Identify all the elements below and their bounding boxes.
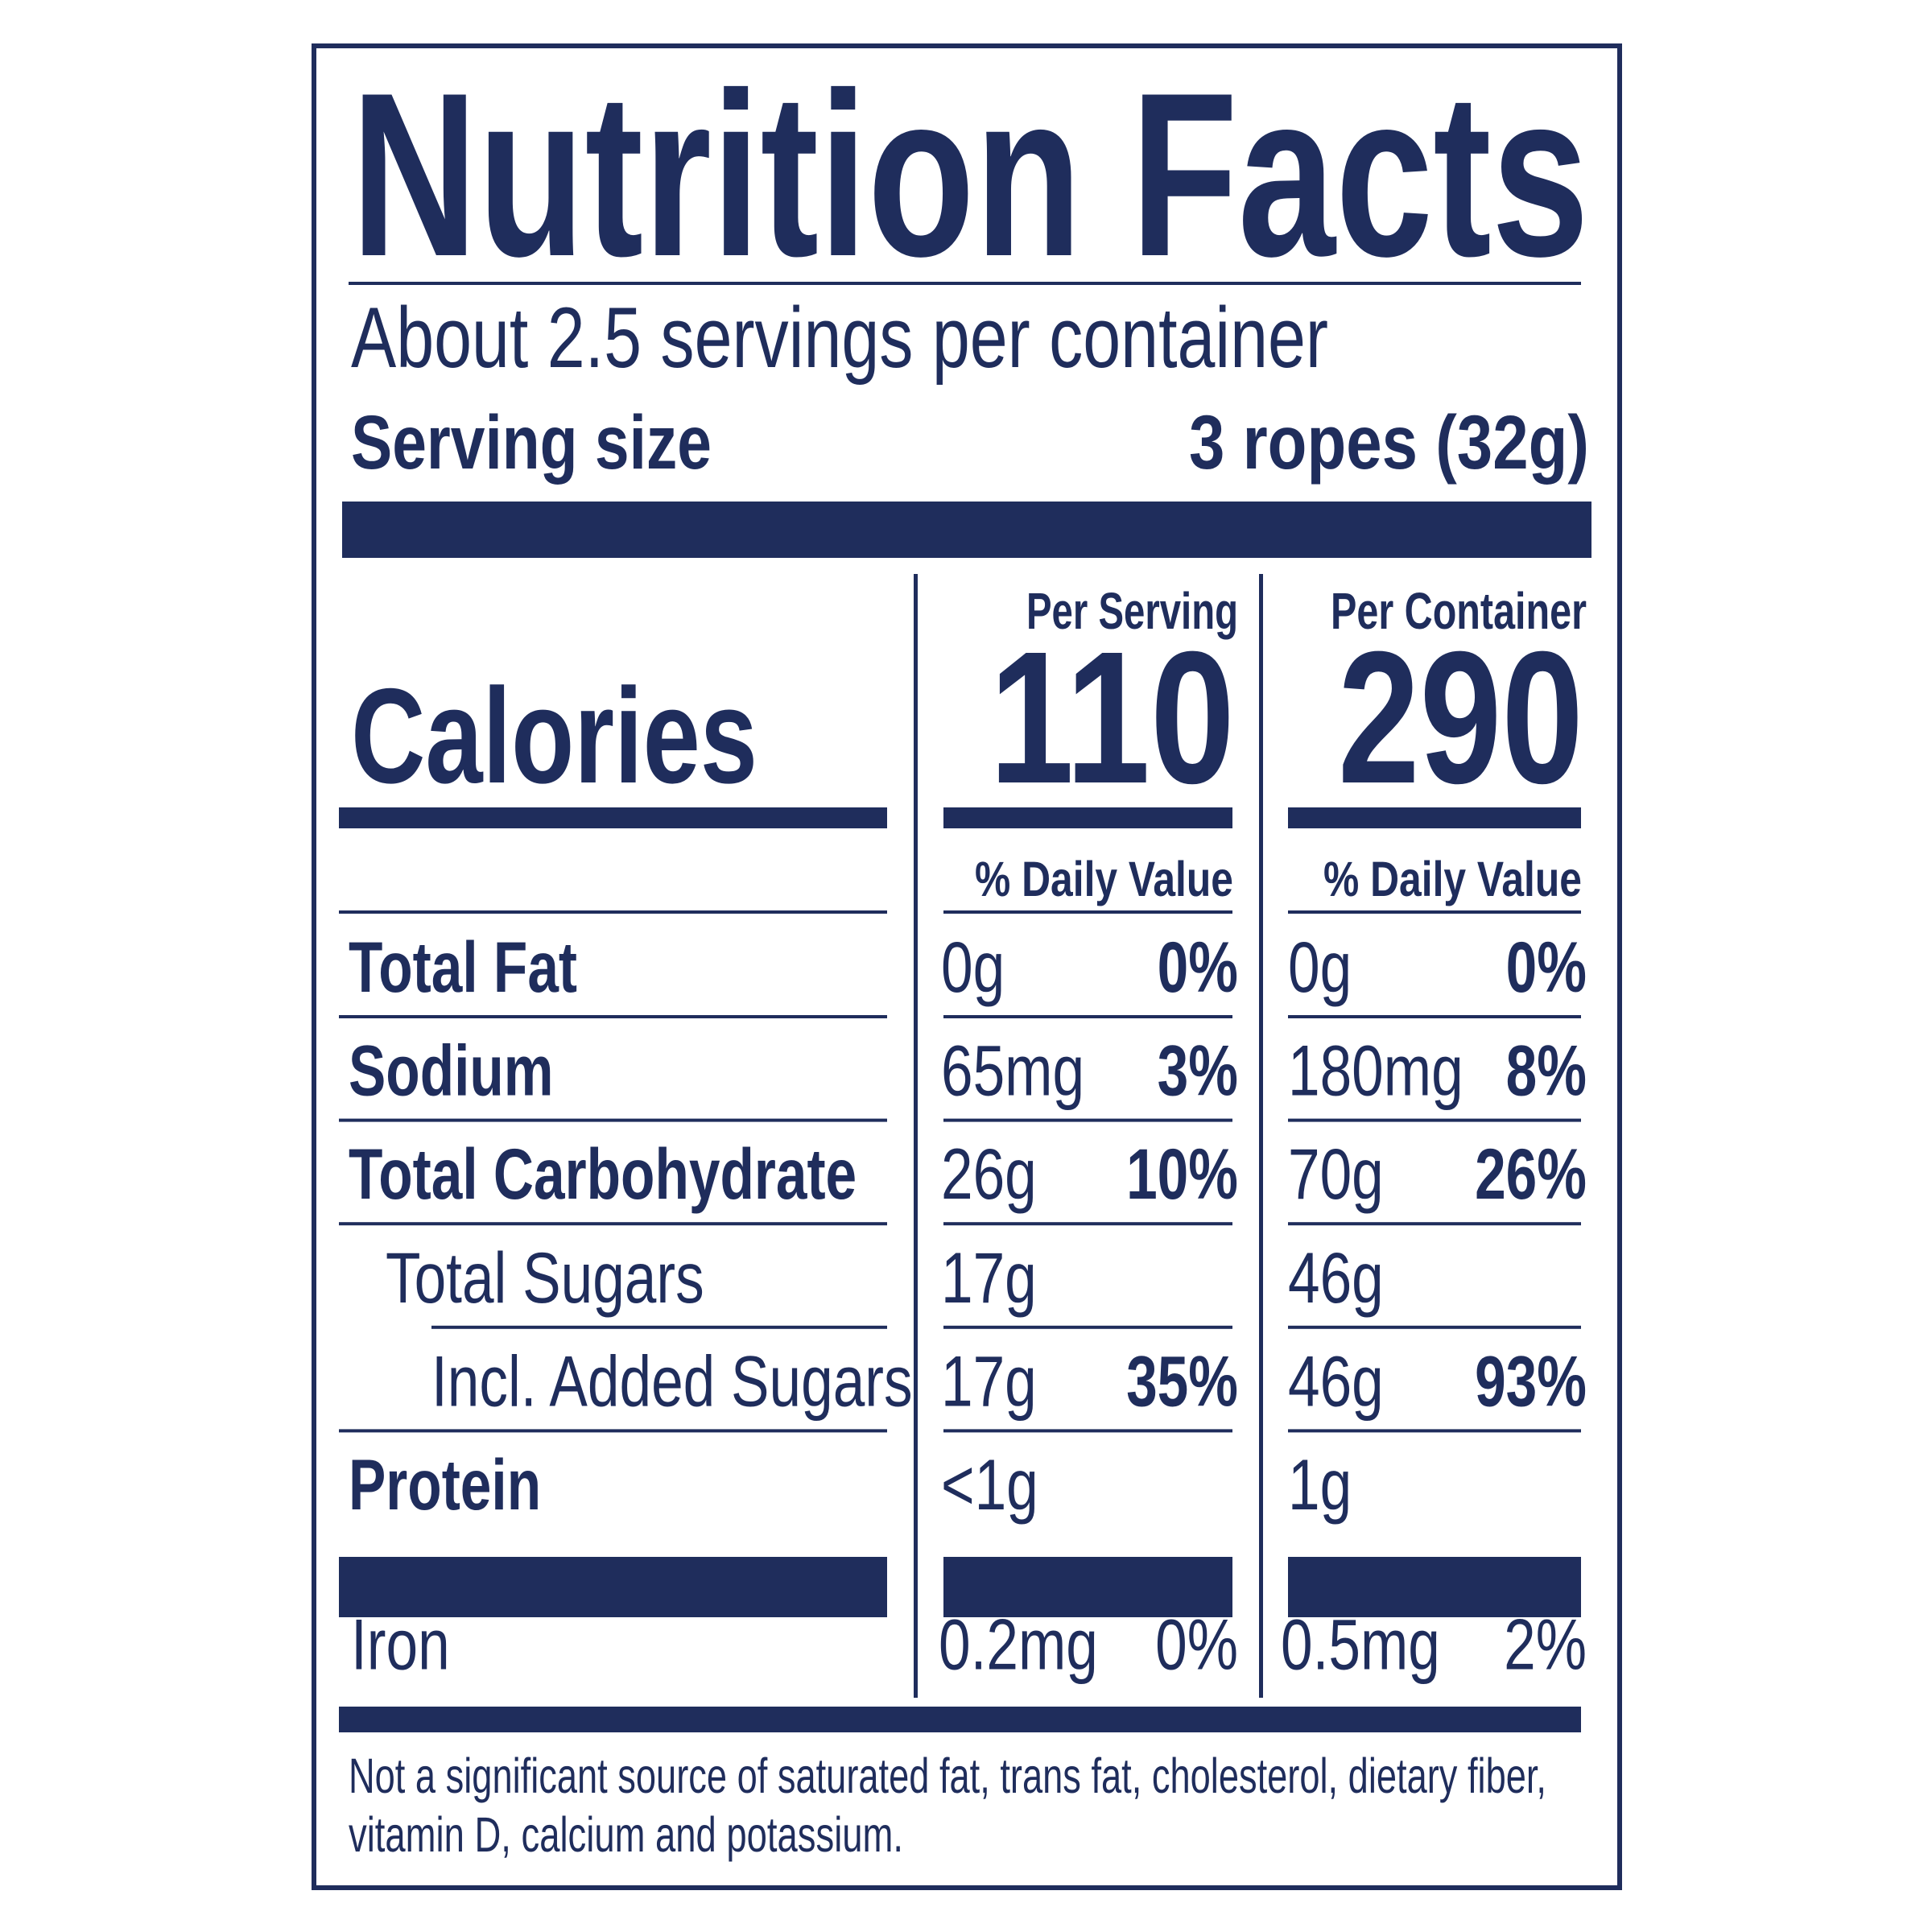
rule [339,910,887,914]
mineral-label: Iron [351,1605,450,1685]
serving-size-label: Serving size [351,400,712,485]
nutrient-label: Protein [349,1445,541,1525]
amount: 26g [941,1135,1037,1215]
daily-value: 26% [1475,1134,1587,1214]
rule [339,1015,887,1018]
daily-value: 8% [1506,1030,1587,1110]
daily-value-header: % Daily Value [975,852,1233,906]
rule [1288,1118,1581,1122]
amount: <1g [941,1445,1038,1525]
footnote: vitamin D, calcium and potassium. [349,1807,903,1862]
amount: 65mg [941,1031,1084,1111]
thick-bar [943,1557,1232,1617]
nutrient-label: Total Fat [349,927,577,1007]
rule [943,1325,1232,1329]
column-header: Per Serving [1026,582,1238,640]
amount: 0.2mg [939,1605,1098,1685]
nutrient-label: Incl. Added Sugars [431,1342,913,1422]
rule [1288,910,1581,914]
amount: 70g [1288,1135,1384,1215]
nutrient-label: Total Sugars [386,1238,704,1318]
daily-value: 0% [1155,1605,1238,1685]
thick-bar [943,807,1232,828]
rule [339,1118,887,1122]
thick-bar [339,1557,887,1617]
rule [1288,1429,1581,1433]
rule [943,1429,1232,1433]
amount: 1g [1288,1445,1352,1525]
thick-bar [1288,807,1581,828]
rule [1288,1325,1581,1329]
daily-value-header: % Daily Value [1323,852,1582,906]
title: Nutrition Facts [351,44,1589,305]
amount: 17g [941,1238,1037,1318]
rule [943,910,1232,914]
daily-value: 35% [1126,1341,1238,1421]
rule [339,1429,887,1433]
rule [431,1325,887,1329]
rule [943,1118,1232,1122]
column-header: Per Container [1331,582,1587,640]
rule [943,1015,1232,1018]
calories-value: 110 [989,612,1235,823]
calories-label: Calories [351,660,758,811]
nutrient-label: Total Carbohydrate [349,1134,857,1214]
servings: About 2.5 servings per container [351,289,1328,386]
rule [943,1222,1232,1226]
daily-value: 10% [1126,1134,1238,1214]
daily-value: 0% [1158,927,1238,1007]
daily-value: 3% [1158,1030,1238,1110]
rule [349,282,1581,285]
calories-value: 290 [1338,612,1583,823]
amount: 0g [1288,927,1352,1007]
thick-bar [339,807,887,828]
amount: 17g [941,1342,1037,1422]
amount: 46g [1288,1238,1384,1318]
daily-value: 93% [1475,1341,1587,1421]
daily-value: 0% [1506,927,1587,1007]
rule [1288,1015,1581,1018]
column-divider [914,574,918,1698]
footnote: Not a significant source of saturated fa… [349,1748,1546,1803]
nutrient-label: Sodium [349,1030,553,1110]
column-divider [1259,574,1263,1698]
border [312,43,1622,1890]
amount: 0.5mg [1281,1605,1440,1685]
daily-value: 2% [1504,1605,1587,1685]
rule [1288,1222,1581,1226]
rule [339,1222,887,1226]
serving-size-value: 3 ropes (32g) [1189,400,1589,485]
amount: 0g [941,927,1005,1007]
thick-bar [339,1707,1581,1732]
thick-bar [1288,1557,1581,1617]
amount: 180mg [1288,1031,1463,1111]
thick-bar [342,502,1591,558]
amount: 46g [1288,1342,1384,1422]
